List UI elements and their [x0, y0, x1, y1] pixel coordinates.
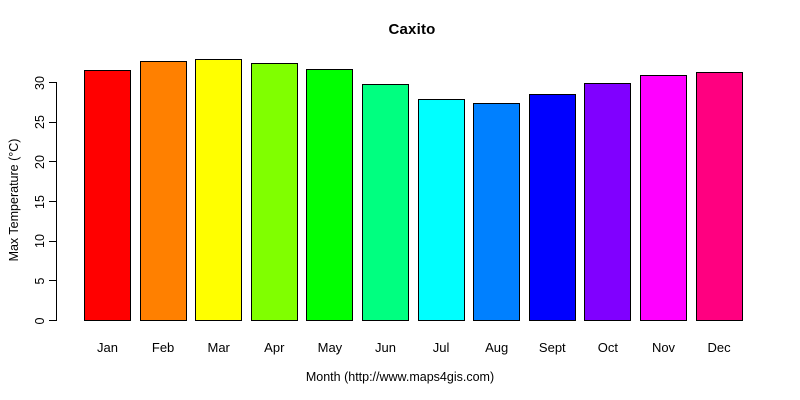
chart-title: Caxito [388, 21, 436, 38]
x-tick-label-apr: Apr [264, 340, 285, 355]
x-tick-label-jan: Jan [97, 340, 118, 355]
x-tick-label-aug: Aug [485, 340, 509, 355]
bar-nov [640, 74, 687, 321]
bar-jul [417, 99, 465, 321]
x-tick-label-may: May [317, 340, 343, 355]
y-tick-0 [49, 320, 56, 321]
y-tick-label-0: 0 [32, 317, 47, 324]
y-tick-label-5: 5 [32, 277, 47, 285]
bar-mar [195, 58, 243, 321]
y-tick-15 [49, 201, 56, 202]
bar-oct [584, 82, 632, 321]
x-tick-label-jul: Jul [432, 340, 450, 355]
y-tick-label-25: 25 [32, 115, 47, 130]
bar-dec [695, 71, 743, 321]
y-tick-10 [49, 240, 56, 242]
y-tick-20 [49, 161, 56, 163]
bar-aug [473, 102, 521, 321]
y-tick-label-20: 20 [32, 154, 47, 169]
x-tick-label-dec: Dec [707, 340, 731, 355]
bar-may [306, 69, 354, 321]
y-tick-5 [49, 280, 56, 282]
bar-sept [528, 93, 576, 321]
bar-feb [139, 61, 187, 321]
x-tick-label-nov: Nov [651, 340, 676, 355]
bar-jan [84, 70, 131, 321]
y-tick-label-10: 10 [32, 234, 47, 249]
x-tick-label-jun: Jun [375, 340, 396, 355]
bar-jun [362, 83, 409, 321]
y-axis-title: Max Temperature (°C) [7, 138, 21, 262]
x-axis-title: Month (http://www.maps4gis.com) [305, 370, 495, 384]
y-tick-label-30: 30 [32, 75, 47, 90]
x-tick-label-sept: Sept [538, 340, 566, 355]
x-tick-label-mar: Mar [207, 340, 230, 355]
y-axis-line [56, 82, 57, 321]
x-tick-label-oct: Oct [597, 340, 619, 355]
y-tick-label-15: 15 [32, 194, 47, 209]
y-tick-30 [49, 82, 56, 83]
bar-apr [250, 62, 298, 321]
x-tick-label-feb: Feb [151, 340, 175, 355]
y-tick-25 [49, 121, 56, 123]
